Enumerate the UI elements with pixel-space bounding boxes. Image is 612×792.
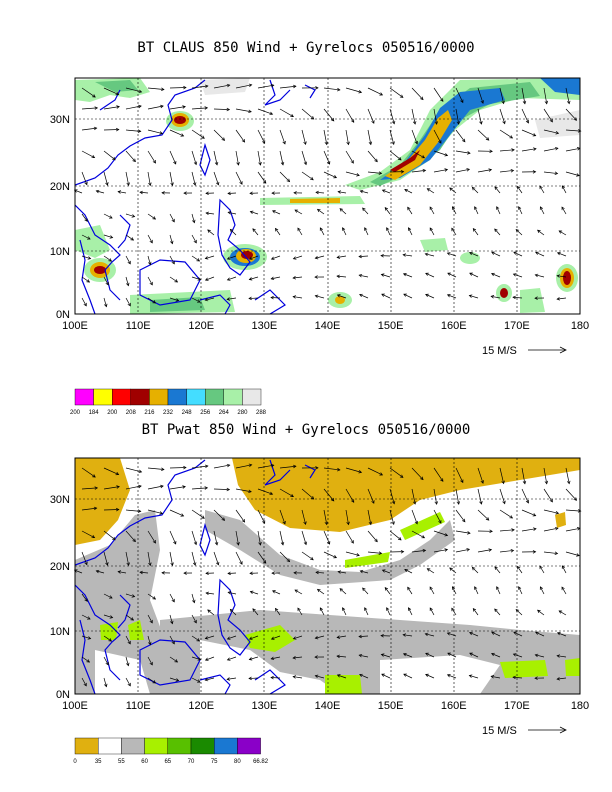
colorbar-swatch [111, 388, 131, 406]
x-tick-label: 110E [126, 320, 151, 332]
x-tick-label: 180 [571, 700, 589, 712]
y-tick-label: 0N [56, 309, 70, 321]
panel-1-title: BT CLAUS 850 Wind + Gyrelocs 050516/0000 [137, 40, 475, 56]
x-tick-label: 160E [441, 320, 467, 332]
x-tick-label: 170E [504, 320, 530, 332]
colorbar-swatch [204, 388, 224, 406]
colorbar-label: 248 [182, 410, 193, 416]
colorbar-swatch [93, 388, 113, 406]
vector-scale-label: 15 M/S [482, 725, 517, 737]
colorbar-swatch [167, 388, 187, 406]
x-tick-label: 120E [188, 700, 214, 712]
colorbar-swatch [130, 388, 150, 406]
y-tick-label: 30N [50, 494, 70, 506]
colorbar-swatch [190, 737, 215, 755]
colorbar-1: 200 184 200 208 216 232 248 256 264 280 288 [70, 388, 267, 416]
colorbar-swatch [167, 737, 192, 755]
panel-1-map: 0N 10N 20N 30N 100E 110E 120E 130E 140E 150E 160E… [50, 77, 589, 416]
y-tick-label: 20N [50, 181, 70, 193]
colorbar-swatch [223, 388, 243, 406]
y-tick-label: 10N [50, 626, 70, 638]
x-tick-label: 130E [252, 700, 278, 712]
colorbar-label: 0 [73, 759, 77, 765]
colorbar-label: 200 [70, 410, 81, 416]
colorbar-swatch [74, 388, 94, 406]
colorbar-label: 65 [164, 759, 171, 765]
colorbar-swatch [242, 388, 262, 406]
x-tick-label: 160E [441, 700, 467, 712]
panel-2-frame [74, 457, 581, 695]
x-tick-label: 140E [315, 320, 341, 332]
panel-2-map: 0N 10N 20N 30N 100E 110E 120E 130E 140E 150E 160E… [50, 457, 589, 765]
colorbar-label: 60 [141, 759, 148, 765]
colorbar-label: 200 [107, 410, 118, 416]
y-tick-label: 0N [56, 689, 70, 701]
panel-1-frame [74, 77, 581, 315]
x-tick-label: 150E [378, 320, 404, 332]
wind-vectors [73, 83, 582, 308]
x-tick-label: 100E [62, 700, 88, 712]
colorbar-label: 288 [256, 410, 267, 416]
x-tick-label: 180 [571, 320, 589, 332]
x-tick-label: 110E [126, 700, 151, 712]
colorbar-label: 232 [163, 410, 174, 416]
x-tick-label: 150E [378, 700, 404, 712]
colorbar-swatch [186, 388, 206, 406]
x-tick-label: 130E [252, 320, 278, 332]
y-tick-label: 30N [50, 114, 70, 126]
colorbar-label: 184 [89, 410, 100, 416]
colorbar-swatch [149, 388, 169, 406]
colorbar-label: 208 [126, 410, 137, 416]
colorbar-swatch [74, 737, 99, 755]
y-tick-label: 10N [50, 246, 70, 258]
colorbar-label: 35 [95, 759, 102, 765]
colorbar-label: 216 [144, 410, 155, 416]
colorbar-swatch [213, 737, 238, 755]
colorbar-label: 66.82 [253, 759, 269, 765]
x-tick-label: 140E [315, 700, 341, 712]
colorbar-label: 280 [237, 410, 248, 416]
x-tick-label: 120E [188, 320, 214, 332]
panel-2-title: BT Pwat 850 Wind + Gyrelocs 050516/0000 [141, 422, 471, 438]
x-tick-label: 100E [62, 320, 88, 332]
colorbar-label: 75 [211, 759, 218, 765]
y-tick-label: 20N [50, 561, 70, 573]
colorbar-label: 256 [200, 410, 211, 416]
colorbar-swatch [237, 737, 261, 755]
graticule [75, 78, 580, 314]
colorbar-2: 0 35 55 60 65 70 75 80 66.82 [73, 737, 269, 765]
x-tick-label: 170E [504, 700, 530, 712]
wind-vectors [73, 463, 582, 688]
colorbar-label: 264 [219, 410, 230, 416]
coastlines [75, 459, 316, 694]
colorbar-swatch [97, 737, 122, 755]
colorbar-swatch [121, 737, 145, 755]
colorbar-label: 80 [234, 759, 241, 765]
colorbar-swatch [144, 737, 169, 755]
vector-scale-label: 15 M/S [482, 345, 517, 357]
colorbar-label: 55 [118, 759, 125, 765]
graticule [75, 458, 580, 694]
colorbar-label: 70 [188, 759, 195, 765]
